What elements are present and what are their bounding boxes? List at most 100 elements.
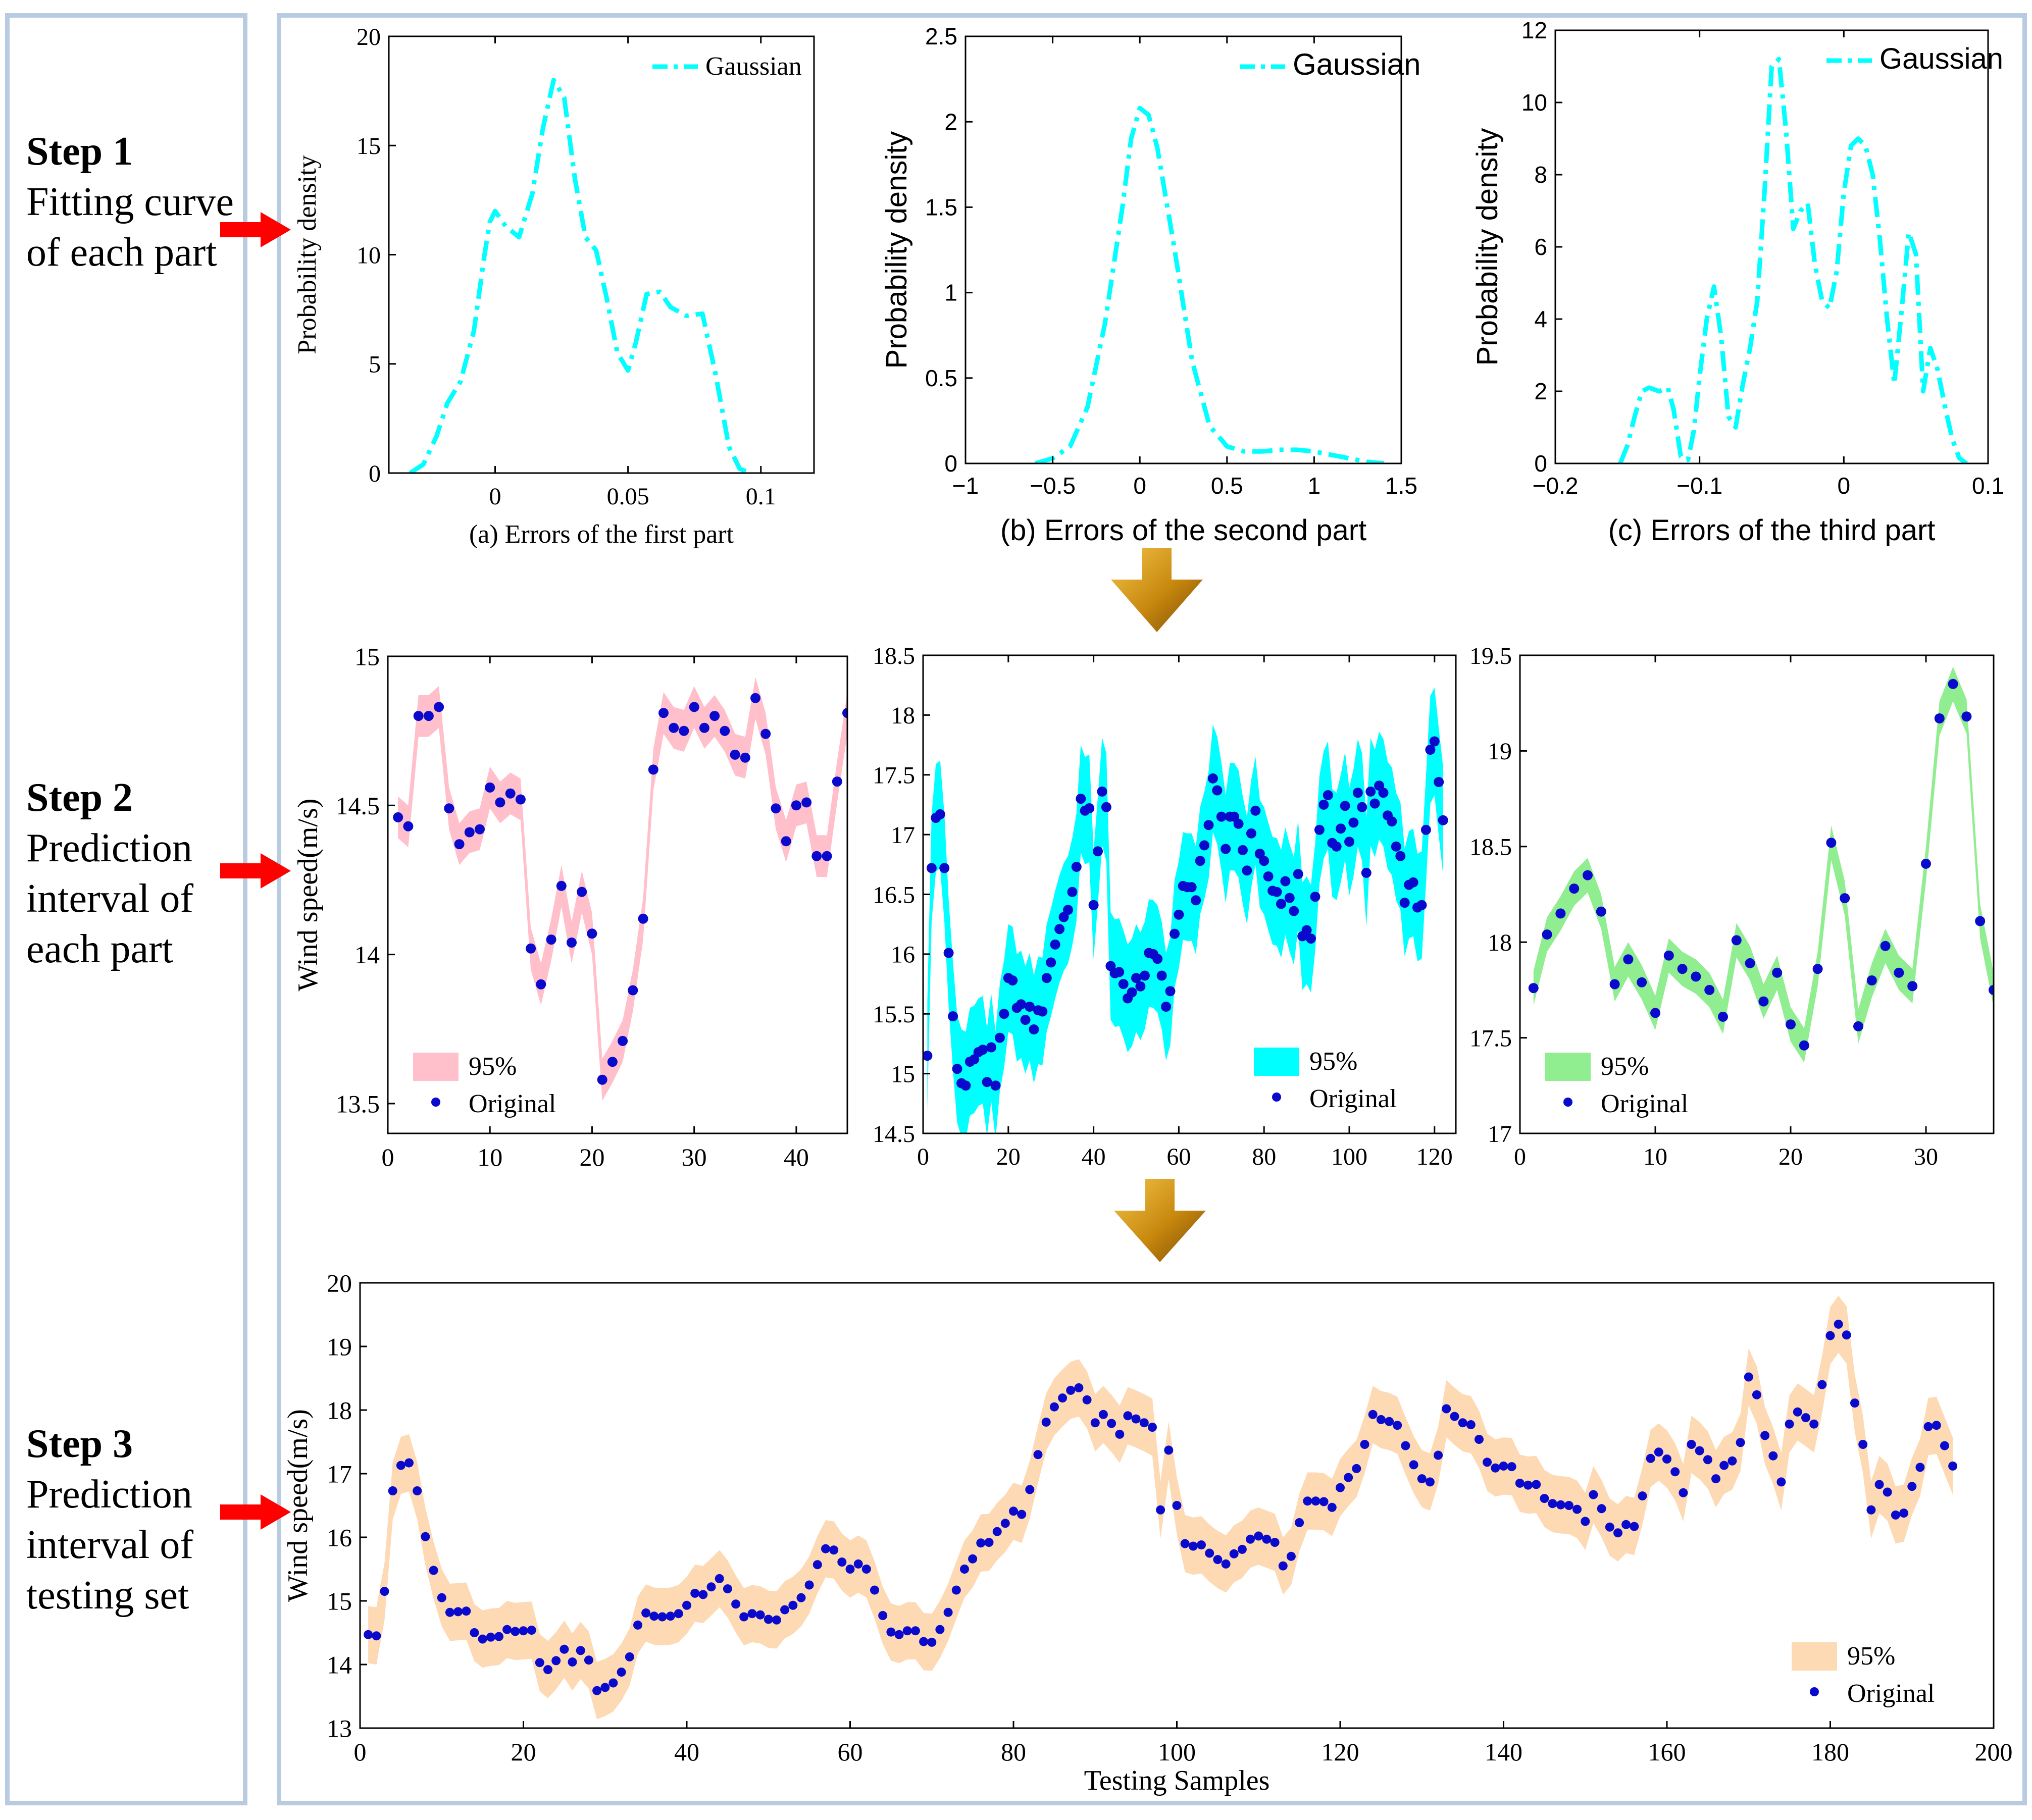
original-point bbox=[1670, 1467, 1680, 1477]
y-tick-label: 18 bbox=[327, 1396, 352, 1425]
original-point bbox=[1067, 887, 1078, 897]
original-point bbox=[1361, 867, 1371, 878]
original-point bbox=[1289, 906, 1299, 916]
original-point bbox=[706, 1582, 716, 1592]
x-tick-label: 30 bbox=[1914, 1143, 1938, 1170]
original-point bbox=[1262, 1534, 1272, 1544]
original-point bbox=[1572, 1504, 1582, 1514]
original-point bbox=[1314, 824, 1325, 835]
y-tick-label: 13 bbox=[327, 1714, 352, 1743]
original-point bbox=[1216, 811, 1227, 822]
original-point bbox=[658, 708, 669, 718]
original-point bbox=[1360, 1440, 1369, 1449]
original-point bbox=[1323, 790, 1333, 800]
original-point bbox=[943, 948, 954, 958]
original-point bbox=[1483, 1458, 1492, 1467]
original-point bbox=[1801, 1413, 1810, 1423]
original-point bbox=[709, 711, 720, 721]
y-tick-label: 13.5 bbox=[336, 1089, 380, 1118]
legend-band-swatch bbox=[1545, 1053, 1591, 1081]
original-point bbox=[1613, 1528, 1622, 1538]
original-point bbox=[1331, 841, 1342, 852]
original-point bbox=[1131, 973, 1141, 983]
x-tick-label: 40 bbox=[674, 1738, 699, 1766]
original-point bbox=[939, 863, 950, 873]
original-point bbox=[617, 1668, 626, 1677]
original-point bbox=[1752, 1390, 1761, 1399]
original-point bbox=[1420, 824, 1431, 835]
original-point bbox=[780, 1605, 790, 1615]
legend-gaussian-label: Gaussian bbox=[1879, 42, 2003, 75]
original-point bbox=[1556, 1500, 1565, 1510]
original-point bbox=[999, 1009, 1009, 1019]
original-point bbox=[535, 1658, 544, 1668]
y-axis-label: Wind speed(m/s) bbox=[282, 1409, 314, 1602]
x-axis-label: (b) Errors of the second part bbox=[1000, 514, 1366, 547]
original-point bbox=[1923, 1422, 1933, 1431]
y-tick-label: 1 bbox=[944, 280, 957, 306]
original-point bbox=[1623, 954, 1634, 965]
original-point bbox=[551, 1656, 561, 1666]
original-point bbox=[1385, 1417, 1394, 1426]
original-point bbox=[1745, 958, 1755, 968]
original-point bbox=[1799, 1040, 1809, 1051]
x-tick-label: 100 bbox=[1158, 1738, 1196, 1766]
original-point bbox=[1507, 1462, 1516, 1472]
original-point bbox=[1891, 1510, 1900, 1520]
plot-region bbox=[1528, 666, 1994, 1063]
original-point bbox=[1197, 1540, 1206, 1550]
original-point bbox=[404, 1458, 414, 1468]
original-point bbox=[1704, 984, 1715, 995]
legend-band-swatch bbox=[1254, 1048, 1299, 1076]
original-point bbox=[1975, 916, 1986, 926]
original-point bbox=[657, 1612, 667, 1622]
step-2-description: Prediction interval of each part bbox=[26, 826, 193, 971]
original-point bbox=[1948, 679, 1958, 689]
original-point bbox=[608, 1678, 618, 1688]
y-tick-label: 15 bbox=[327, 1587, 352, 1616]
original-point bbox=[1409, 1460, 1418, 1470]
original-point bbox=[952, 1064, 962, 1074]
original-point bbox=[772, 1615, 781, 1625]
original-point bbox=[1199, 840, 1209, 851]
original-point bbox=[625, 1652, 634, 1661]
original-point bbox=[1270, 1538, 1280, 1547]
original-point bbox=[935, 809, 945, 819]
gaussian-curve bbox=[409, 78, 751, 473]
original-point bbox=[1758, 996, 1769, 1007]
original-point bbox=[1352, 788, 1363, 798]
original-point bbox=[1883, 1487, 1892, 1497]
y-tick-label: 15.5 bbox=[873, 1001, 915, 1028]
y-tick-label: 14.5 bbox=[336, 792, 380, 820]
y-tick-label: 10 bbox=[357, 242, 381, 269]
original-point bbox=[1899, 1509, 1909, 1518]
x-tick-label: 40 bbox=[1082, 1143, 1106, 1170]
plot-region bbox=[1034, 106, 1384, 463]
original-point bbox=[992, 1527, 1002, 1536]
original-point bbox=[796, 1593, 806, 1602]
original-point bbox=[690, 1588, 700, 1598]
legend-band-label: 95% bbox=[469, 1052, 517, 1081]
original-point bbox=[699, 722, 709, 733]
x-tick-label: 160 bbox=[1648, 1738, 1686, 1766]
original-point bbox=[527, 1626, 536, 1635]
original-point bbox=[1376, 1415, 1386, 1424]
original-point bbox=[1638, 1491, 1647, 1501]
original-point bbox=[978, 1045, 988, 1055]
original-point bbox=[1515, 1478, 1525, 1488]
x-tick-label: 0 bbox=[382, 1143, 394, 1171]
original-point bbox=[1597, 1504, 1606, 1514]
original-point bbox=[364, 1630, 373, 1639]
y-tick-label: 18.5 bbox=[873, 643, 915, 669]
original-point bbox=[1408, 877, 1418, 888]
original-point bbox=[1491, 1463, 1500, 1473]
original-point bbox=[1785, 1419, 1794, 1429]
legend-point-swatch bbox=[431, 1098, 440, 1107]
x-tick-label: 0 bbox=[1133, 473, 1146, 499]
original-point bbox=[812, 1560, 822, 1570]
original-point bbox=[1195, 856, 1205, 866]
original-point bbox=[1172, 1501, 1182, 1510]
step-3-arrow-icon bbox=[220, 1494, 291, 1530]
original-point bbox=[1583, 870, 1593, 880]
original-point bbox=[1731, 935, 1742, 946]
